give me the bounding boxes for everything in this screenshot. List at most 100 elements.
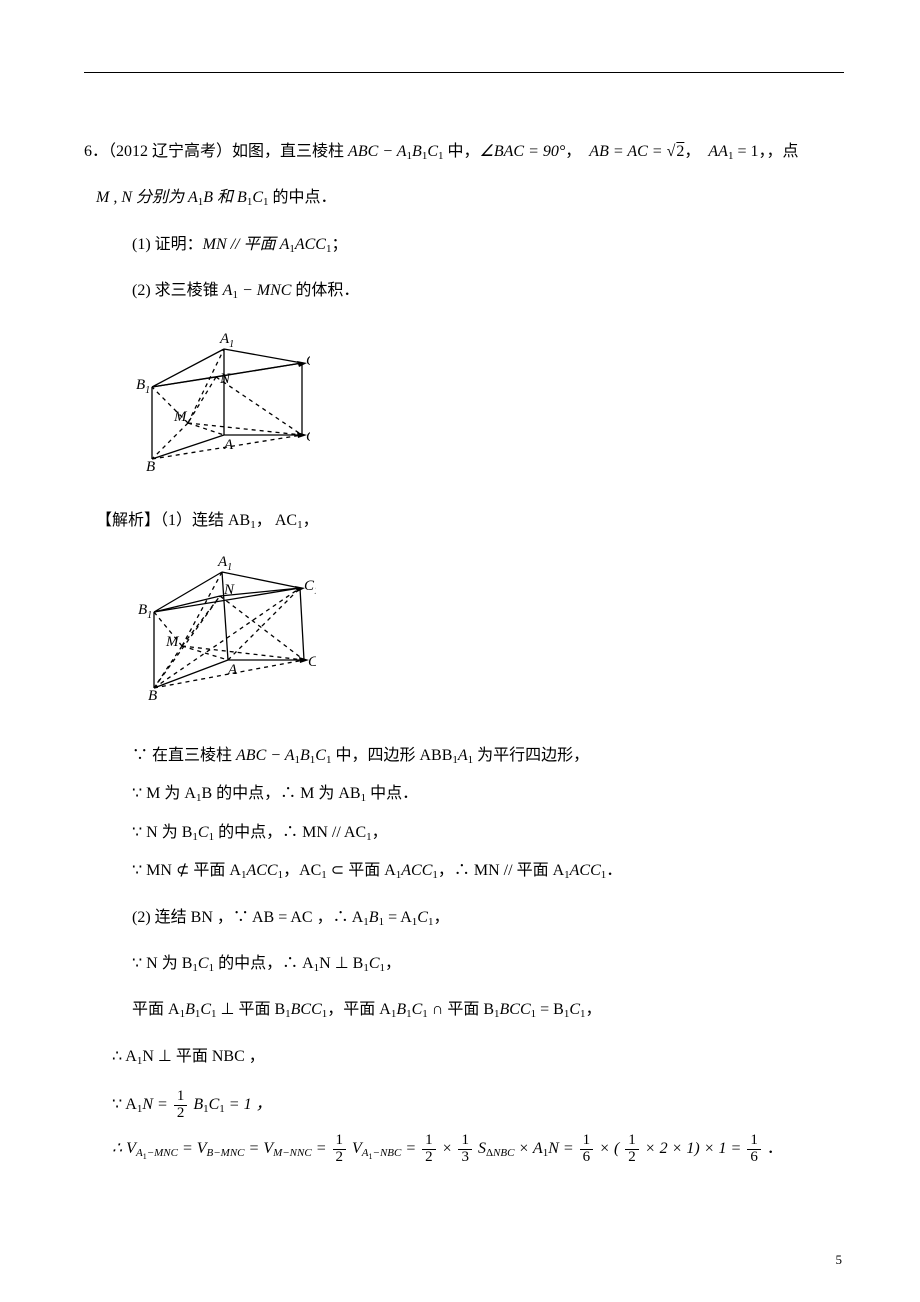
halfd: 2 — [174, 1105, 188, 1122]
fj: N = — [548, 1140, 577, 1157]
t3: ，点 — [766, 143, 798, 160]
sep1: ， — [565, 143, 581, 160]
fg: × — [438, 1140, 457, 1157]
sol-l2: ∵ M 为 A1B 的中点，∴ M 为 AB1 中点． — [84, 775, 844, 813]
abac: AB = AC = — [589, 143, 666, 160]
lblC1: C1 — [306, 353, 310, 372]
p4c: BCC — [291, 1001, 322, 1018]
sol-p6: ∵ A1N = 12 B1C1 = 1 ， — [84, 1084, 844, 1126]
lblN: N — [219, 371, 231, 387]
fe: V — [348, 1140, 362, 1157]
p2b: = A — [384, 909, 412, 926]
top-rule — [84, 72, 844, 73]
l3c: ， — [372, 824, 388, 841]
p6b: N = — [142, 1096, 171, 1113]
prob-source: （2012 辽宁高考） — [108, 143, 232, 160]
t4: B 和 B — [203, 189, 247, 206]
p4s2: 1 — [195, 1008, 201, 1020]
fm: ． — [763, 1140, 783, 1157]
figure-2: A1 B1 C1 A B C M N — [132, 544, 844, 705]
p6d: = 1 ， — [225, 1096, 272, 1113]
p3b: 的中点，∴ A — [214, 955, 314, 972]
l2b: B 的中点，∴ M 为 AB — [201, 785, 360, 802]
mn: M , N 分别为 A — [96, 189, 198, 206]
q1: (1) 证明：MN // 平面 A1ACC1； — [84, 226, 844, 264]
lblA1: A1 — [219, 331, 234, 350]
figure-1: A1 B1 C1 A B C M N — [132, 319, 844, 476]
p4s9: 1 — [494, 1008, 500, 1020]
p4d: ，平面 A — [327, 1001, 391, 1018]
l2N: N — [223, 582, 235, 598]
l2A: A — [227, 662, 238, 678]
h4n: 1 — [625, 1133, 639, 1149]
l2C: C — [308, 654, 316, 670]
fbs: B−MNC — [207, 1147, 245, 1159]
p4g: ， — [586, 1001, 602, 1018]
h3d: 2 — [422, 1149, 436, 1166]
q2: (2) 求三棱锥 A1 − MNC 的体积． — [84, 272, 844, 310]
t1: 如图，直三棱柱 — [232, 143, 348, 160]
h2d: 2 — [333, 1149, 347, 1166]
q1l: (1) 证明： — [132, 236, 203, 253]
prism-figure-1: A1 B1 C1 A B C M N — [132, 319, 310, 471]
l1s2: 1 — [310, 754, 316, 766]
p3s4: 1 — [363, 962, 369, 974]
fc: = V — [245, 1140, 274, 1157]
p4b: ⊥ 平面 B — [217, 1001, 286, 1018]
l2a: ∵ M 为 A — [132, 785, 196, 802]
dashed-mn — [188, 377, 302, 435]
p3d: ， — [385, 955, 401, 972]
fcs: M−NNC — [273, 1147, 312, 1159]
l1a: ∵ 在直三棱柱 — [132, 747, 236, 764]
p4e: ∩ 平面 B — [428, 1001, 494, 1018]
lblB1: B1 — [136, 377, 150, 396]
fb: = V — [178, 1140, 207, 1157]
fi: × A — [514, 1140, 542, 1157]
p4s7: 1 — [406, 1008, 412, 1020]
fh: S — [474, 1140, 486, 1157]
sol-p5: ∴ A1N ⊥ 平面 NBC ， — [84, 1038, 844, 1076]
l2M: M — [165, 634, 180, 650]
h4d: 2 — [625, 1149, 639, 1166]
l1s1: 1 — [295, 754, 301, 766]
sol-l4: ∵ MN ⊄ 平面 A1ACC1，AC1 ⊂ 平面 A1ACC1，∴ MN //… — [84, 852, 844, 890]
fl: × 2 × 1) × 1 = — [641, 1140, 746, 1157]
l4s6: 1 — [564, 869, 570, 881]
ff: = — [401, 1140, 420, 1157]
sep2: ， — [684, 143, 700, 160]
s6n2: 1 — [747, 1133, 761, 1149]
t3n: 1 — [458, 1133, 472, 1149]
p4a: 平面 A — [132, 1001, 180, 1018]
prism: ABC − A — [348, 143, 407, 160]
sol-l3: ∵ N 为 B1C1 的中点，∴ MN // AC1， — [84, 814, 844, 852]
l4c: ，AC — [283, 862, 321, 879]
fd: = — [312, 1140, 331, 1157]
solution-heading: 【解析】（1）连结 AB1， AC1， — [84, 502, 844, 540]
sol-l1: ∵ 在直三棱柱 ABC − A1B1C1 中，四边形 ABB1A1 为平行四边形… — [84, 737, 844, 775]
p5a: ∴ A — [112, 1048, 137, 1065]
sh2: ， AC — [256, 512, 297, 529]
fk: × ( — [595, 1140, 623, 1157]
lblA: A — [223, 437, 234, 453]
s6d: 6 — [580, 1149, 594, 1166]
sub1: 1 — [407, 150, 413, 162]
p3c: N ⊥ B — [319, 955, 363, 972]
p5b: N ⊥ 平面 NBC ， — [142, 1048, 264, 1065]
sh1: 【解析】（1）连结 AB — [96, 512, 250, 529]
l2c: 中点． — [366, 785, 418, 802]
sol-p3: ∵ N 为 B1C1 的中点，∴ A1N ⊥ B1C1， — [84, 945, 844, 983]
lblB: B — [146, 459, 155, 471]
problem-line2: M , N 分别为 A1B 和 B1C1 的中点． — [84, 179, 844, 217]
q2m: − MNC — [238, 282, 291, 299]
l2B: B — [148, 688, 157, 700]
h2n: 1 — [333, 1133, 347, 1149]
lblC: C — [306, 429, 310, 445]
problem-line1: 6．（2012 辽宁高考）如图，直三棱柱 ABC − A1B1C1 中，∠BAC… — [84, 133, 844, 171]
sol-p2: (2) 连结 BN ，∵ AB = AC ，∴ A1B1 = A1C1， — [84, 899, 844, 937]
l2A1: A1 — [217, 554, 232, 573]
p3a: ∵ N 为 B — [132, 955, 192, 972]
t2: 中， — [444, 143, 480, 160]
sol-final: ∴ VA1−MNC = VB−MNC = VM−NNC = 12 VA1−NBC… — [84, 1128, 844, 1170]
q2t: 的体积． — [291, 282, 359, 299]
sh3: ， — [303, 512, 319, 529]
